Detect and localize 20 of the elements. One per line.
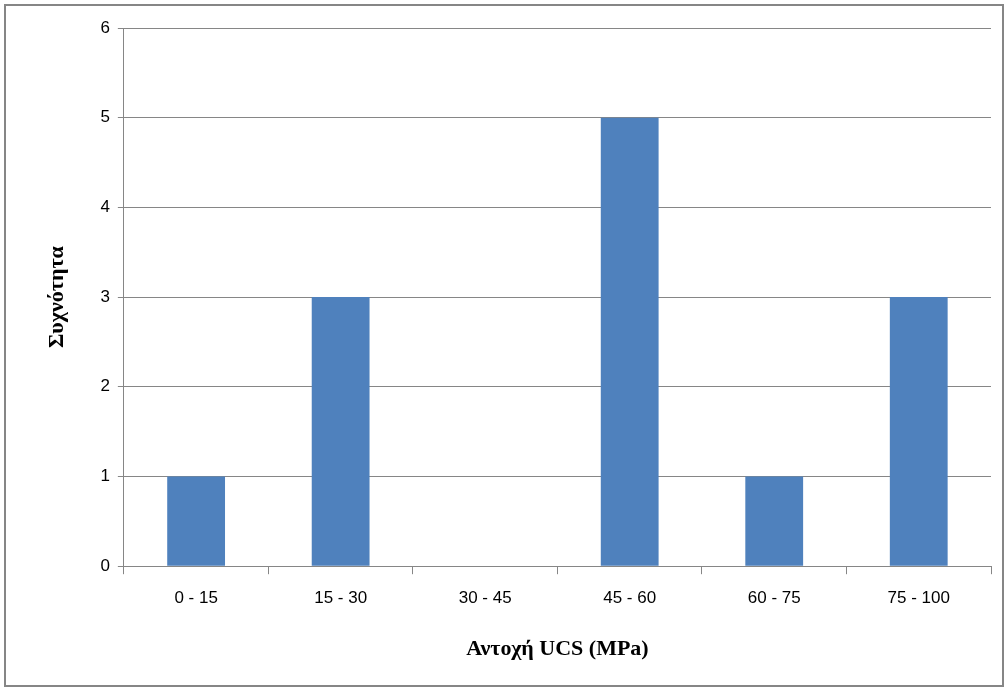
- y-tick-label: 0: [100, 555, 110, 575]
- bar: [311, 297, 370, 566]
- bar: [600, 117, 659, 566]
- y-tick-label: 1: [100, 466, 110, 486]
- bar: [745, 476, 804, 566]
- y-tick-label: 4: [100, 197, 110, 217]
- y-tick-label: 5: [100, 107, 110, 127]
- y-tick-label: 6: [100, 17, 110, 37]
- y-tick-label: 2: [100, 376, 110, 396]
- x-tick-label: 75 - 100: [887, 588, 950, 608]
- bar: [889, 297, 948, 566]
- x-tick-label: 45 - 60: [603, 588, 657, 608]
- x-tick-label: 0 - 15: [174, 588, 218, 608]
- y-tick-label: 3: [100, 286, 110, 306]
- x-axis-title: Αντοχή UCS (MPa): [466, 635, 649, 661]
- x-tick-label: 30 - 45: [458, 588, 512, 608]
- y-axis-title: Συχνότητα: [42, 245, 68, 349]
- bar: [167, 476, 226, 566]
- x-tick-label: 60 - 75: [747, 588, 801, 608]
- x-tick-label: 15 - 30: [314, 588, 368, 608]
